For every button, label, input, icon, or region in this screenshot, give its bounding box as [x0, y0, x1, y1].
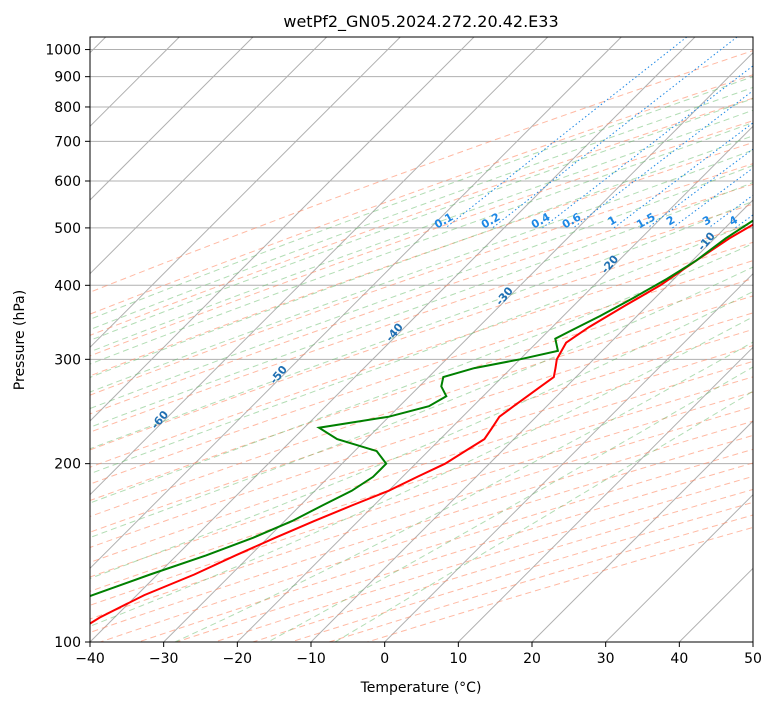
isotherm-line — [310, 199, 753, 642]
x-tick-label: 0 — [380, 651, 389, 667]
x-tick-label: 30 — [597, 651, 615, 667]
x-tick-label: 10 — [449, 651, 467, 667]
dry-adiabat-line — [90, 203, 753, 433]
moist-adiabat-line — [90, 109, 753, 353]
mixing-ratio-line — [613, 122, 753, 229]
y-tick-label: 700 — [54, 134, 81, 150]
moist-adiabat-line — [90, 200, 753, 450]
isotherm-line — [752, 641, 753, 642]
x-axis: −40 −30 −20 −10 0 10 20 30 40 50 — [75, 642, 762, 667]
moist-adiabat-line — [90, 181, 753, 428]
moist-adiabat-line — [90, 266, 753, 539]
y-axis: 100 200 300 400 500 600 700 800 900 1000 — [45, 43, 90, 651]
dry-adiabat-label: -20 — [599, 252, 622, 276]
dewpoint-profile — [90, 219, 753, 598]
dry-adiabat-line — [90, 391, 753, 606]
dry-adiabat-label: -40 — [383, 320, 406, 344]
x-tick-label: −30 — [149, 651, 179, 667]
mixing-ratio-line — [572, 90, 753, 229]
isotherm-line — [531, 420, 753, 642]
dry-adiabat-label: -50 — [267, 363, 290, 387]
isotherm-line — [605, 493, 753, 642]
moist-adiabat-line — [267, 366, 753, 642]
isotherm-line — [90, 37, 254, 201]
dry-adiabat-line — [90, 50, 753, 293]
mixing-ratio-line — [734, 214, 753, 229]
isotherm-line — [678, 567, 753, 642]
dry-adiabat-label: -30 — [493, 284, 516, 308]
y-tick-label: 800 — [54, 100, 81, 116]
mixing-ratio-line — [542, 65, 753, 229]
mixing-ratio-label: 6 — [766, 213, 775, 228]
isotherm-line — [163, 51, 753, 642]
y-tick-label: 400 — [54, 278, 81, 294]
dry-adiabat-line — [90, 312, 753, 533]
dry-adiabat-line — [90, 420, 753, 633]
y-axis-title: Pressure (hPa) — [12, 290, 28, 390]
dry-adiabat-line — [100, 434, 753, 642]
chart-title: wetPf2_GN05.2024.272.20.42.E33 — [283, 12, 558, 32]
dry-adiabat-line — [90, 120, 753, 357]
y-tick-label: 100 — [54, 635, 81, 651]
dry-adiabat-line — [90, 141, 753, 377]
moist-adiabat-line — [90, 164, 753, 410]
isotherm-line — [90, 37, 549, 496]
moist-adiabat-line — [90, 242, 753, 504]
isotherm-line — [384, 272, 753, 642]
isotherm-line — [236, 125, 753, 642]
dry-adiabat-line — [90, 260, 753, 485]
dry-adiabat-line — [90, 97, 753, 336]
isotherm-line — [90, 37, 622, 570]
mixing-ratio-line — [492, 37, 738, 229]
temperature-profile — [90, 223, 753, 625]
isotherm-line — [90, 37, 475, 422]
dry-adiabat-label: -10 — [695, 229, 718, 253]
mixing-ratio-line — [672, 167, 753, 229]
y-tick-label: 300 — [54, 352, 81, 368]
x-tick-label: −10 — [296, 651, 326, 667]
x-tick-label: −20 — [223, 651, 253, 667]
dry-adiabat-line — [90, 360, 753, 578]
mixing-ratio-label: 1 — [606, 213, 619, 228]
dry-adiabat-line — [90, 163, 753, 396]
plot-area: 0.10.20.40.611.52346810131620253036-100-… — [27, 37, 775, 642]
x-tick-label: −40 — [75, 651, 105, 667]
x-tick-label: 20 — [523, 651, 541, 667]
isotherm-line — [90, 37, 328, 275]
moist-adiabat-line — [90, 291, 753, 579]
y-tick-label: 200 — [54, 457, 81, 473]
moist-adiabat-line — [90, 86, 753, 331]
mixing-ratio-line — [445, 37, 688, 229]
y-tick-label: 900 — [54, 70, 81, 86]
isotherm-line — [90, 37, 696, 642]
mixing-ratio-label: 2 — [664, 213, 677, 228]
dry-adiabat-line — [90, 74, 753, 315]
dry-adiabat-line — [214, 475, 753, 642]
plot-frame — [89, 36, 754, 643]
moist-adiabat-line — [90, 76, 753, 320]
mixing-ratio-label: 4 — [727, 213, 740, 228]
dry-adiabat-label: -60 — [148, 408, 171, 432]
dry-adiabat-line — [90, 222, 753, 451]
y-tick-label: 500 — [54, 221, 81, 237]
x-tick-label: 50 — [744, 651, 762, 667]
isotherm-line — [90, 37, 401, 349]
x-tick-label: 40 — [670, 651, 688, 667]
y-tick-label: 1000 — [45, 43, 81, 59]
dry-adiabat-label: -70 — [27, 456, 50, 480]
isotherm-line — [457, 346, 753, 642]
dry-adiabat-line — [90, 278, 753, 502]
y-tick-label: 600 — [54, 174, 81, 190]
x-axis-title: Temperature (°C) — [360, 680, 482, 696]
